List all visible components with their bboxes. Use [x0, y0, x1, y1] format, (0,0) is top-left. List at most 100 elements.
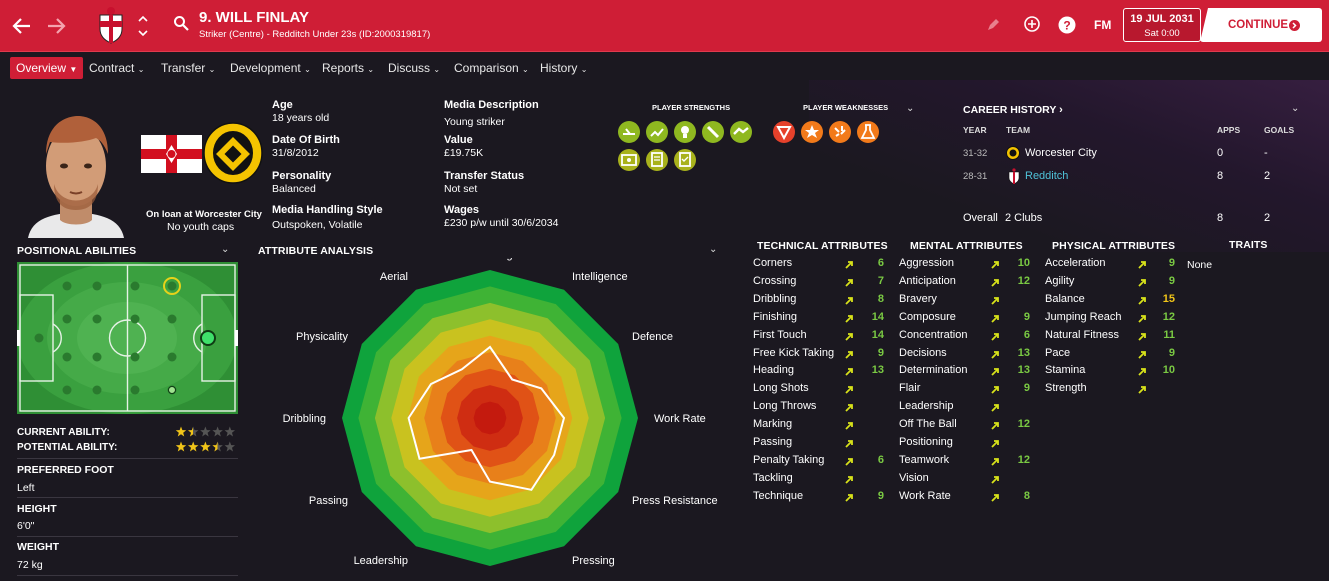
trend-arrow-icon [991, 440, 999, 448]
svg-text:?: ? [1063, 19, 1070, 33]
attribute-name[interactable]: Stamina [1045, 364, 1086, 377]
attribute-name[interactable]: Passing [753, 436, 793, 448]
checklist-icon[interactable] [674, 149, 696, 171]
radar-axis-label: Aerial [380, 271, 408, 283]
tab-development[interactable]: Development ⌄ [230, 61, 311, 75]
career-row-team[interactable]: Worcester City [1025, 147, 1097, 159]
flask-icon[interactable] [857, 121, 879, 143]
attribute-name[interactable]: Agility [1045, 274, 1075, 287]
trend-arrow-icon [845, 350, 853, 359]
forward-arrow-icon[interactable] [46, 16, 66, 36]
trend-arrow-icon [845, 404, 853, 412]
attribute-name[interactable]: Finishing [753, 310, 798, 323]
help-icon[interactable]: ? [1058, 16, 1076, 34]
attribute-name[interactable]: Off The Ball [899, 418, 957, 431]
attribute-name[interactable]: Strength [1045, 382, 1087, 395]
attribute-value: 14 [871, 310, 884, 323]
notes-icon[interactable] [646, 149, 668, 171]
tab-reports[interactable]: Reports ⌄ [322, 61, 375, 75]
attribute-name[interactable]: First Touch [753, 328, 807, 341]
strengths-collapse-chevron-icon[interactable]: ⌄ [906, 103, 915, 114]
attribute-name[interactable]: Concentration [899, 328, 968, 341]
mental-attributes-title: MENTAL ATTRIBUTES [910, 240, 1023, 252]
career-history-link[interactable]: CAREER HISTORY › [963, 104, 1063, 116]
potential-ability-star [187, 441, 199, 452]
attribute-name[interactable]: Balance [1045, 292, 1085, 305]
fm-menu-button[interactable]: FM [1094, 18, 1112, 32]
attribute-value: 6 [1023, 328, 1030, 341]
tackling-icon[interactable] [618, 121, 640, 143]
attribute-name[interactable]: Heading [753, 364, 794, 377]
attribute-name[interactable]: Long Shots [753, 382, 809, 395]
radar-axis-label: Attacking [467, 258, 512, 261]
club-crest-icon[interactable] [96, 5, 126, 45]
position-marker-natural[interactable] [163, 277, 181, 295]
trend-arrow-icon [845, 314, 853, 323]
stats-icon[interactable] [618, 149, 640, 171]
attribute-name[interactable]: Positioning [899, 436, 953, 448]
attribute-name[interactable]: Composure [899, 310, 956, 323]
attribute-name[interactable]: Pace [1045, 346, 1071, 359]
attribute-name[interactable]: Dribbling [753, 292, 797, 305]
search-icon[interactable] [173, 15, 189, 31]
club-info-icon[interactable] [1023, 15, 1041, 33]
career-overall-goals: 2 [1264, 212, 1271, 224]
attribute-name[interactable]: Penalty Taking [753, 453, 825, 466]
attribute-name[interactable]: Acceleration [1045, 257, 1106, 269]
back-arrow-icon[interactable] [12, 16, 32, 36]
attribute-name[interactable]: Flair [899, 382, 921, 395]
positional-collapse-chevron-icon[interactable]: ⌄ [221, 244, 230, 255]
career-collapse-chevron-icon[interactable]: ⌄ [1291, 103, 1300, 114]
attribute-name[interactable]: Determination [899, 364, 968, 377]
attribute-name[interactable]: Long Throws [753, 400, 817, 413]
position-marker-striker[interactable] [200, 330, 216, 346]
tab-contract[interactable]: Contract ⌄ [89, 61, 145, 75]
trend-up-icon[interactable] [646, 121, 668, 143]
mental-icon[interactable] [674, 121, 696, 143]
attribute-value: 8 [1023, 489, 1030, 502]
attribute-name[interactable]: Vision [899, 471, 929, 484]
attribute-name[interactable]: Bravery [899, 292, 937, 305]
personality-label: Personality [272, 170, 332, 182]
worcester-city-crest-icon [203, 122, 263, 184]
attribute-name[interactable]: Marking [753, 418, 793, 431]
trend-arrow-icon [991, 457, 999, 466]
spark-icon[interactable] [829, 121, 851, 143]
ball-control-icon[interactable] [702, 121, 724, 143]
youth-caps-text: No youth caps [167, 221, 235, 233]
tab-comparison[interactable]: Comparison ⌄ [454, 61, 529, 75]
attribute-name[interactable]: Aggression [899, 257, 955, 269]
attribute-name[interactable]: Anticipation [899, 274, 956, 287]
edit-pencil-icon[interactable] [986, 18, 1000, 32]
continue-button[interactable]: CONTINUE [1200, 8, 1322, 42]
attribute-value: 12 [1017, 453, 1030, 466]
trend-arrow-icon [991, 422, 999, 430]
attribute-name[interactable]: Free Kick Taking [753, 346, 835, 359]
position-marker-accomplished[interactable] [168, 386, 176, 394]
shield-icon[interactable] [773, 121, 795, 143]
switch-player-chevrons-icon[interactable] [138, 14, 148, 38]
tab-discuss[interactable]: Discuss ⌄ [388, 61, 441, 75]
star-icon[interactable] [801, 121, 823, 143]
attribute-name[interactable]: Tackling [753, 471, 793, 484]
attribute-name[interactable]: Corners [753, 257, 793, 269]
attribute-name[interactable]: Jumping Reach [1045, 310, 1122, 323]
analysis-collapse-chevron-icon[interactable]: ⌄ [709, 244, 718, 255]
attribute-name[interactable]: Decisions [899, 346, 947, 359]
tab-history[interactable]: History ⌄ [540, 61, 588, 75]
tab-transfer[interactable]: Transfer ⌄ [161, 61, 216, 75]
handshake-icon[interactable] [730, 121, 752, 143]
attribute-name[interactable]: Work Rate [899, 489, 951, 502]
career-row-team-link[interactable]: Redditch [1025, 170, 1069, 182]
potential-ability-star [224, 441, 236, 452]
attribute-name[interactable]: Teamwork [899, 453, 950, 466]
current-ability-star [224, 426, 236, 437]
attribute-name[interactable]: Technique [753, 489, 804, 502]
positional-abilities-title: POSITIONAL ABILITIES [17, 245, 137, 257]
attribute-name[interactable]: Crossing [753, 274, 797, 287]
attribute-name[interactable]: Natural Fitness [1045, 328, 1119, 341]
attribute-value: 8 [877, 292, 884, 305]
date-box[interactable]: 19 JUL 2031 Sat 0:00 [1123, 8, 1201, 42]
tab-overview[interactable]: Overview ▼ [10, 57, 84, 79]
attribute-name[interactable]: Leadership [899, 400, 954, 413]
